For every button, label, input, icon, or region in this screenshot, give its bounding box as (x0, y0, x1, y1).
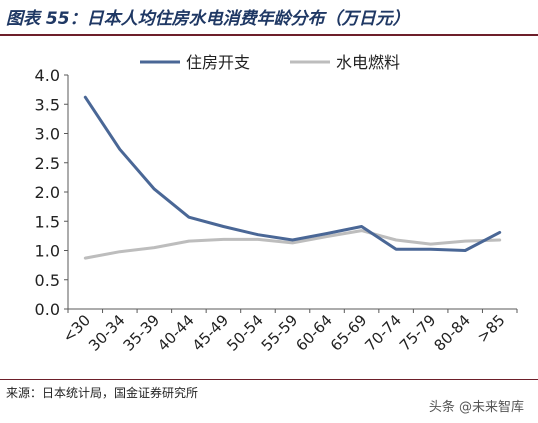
x-tick-label: 60-64 (292, 311, 336, 355)
series-line-housing (83, 95, 502, 252)
source-note: 来源：日本统计局，国金证券研究所 (6, 386, 199, 400)
y-tick-label: 4.0 (35, 66, 60, 85)
x-tick-label: 80-84 (430, 311, 474, 355)
y-tick-label: 0.0 (35, 300, 60, 319)
y-tick-label: 3.0 (35, 125, 60, 144)
x-tick-label: 40-44 (154, 311, 198, 355)
chart-title: 图表 55：日本人均住房水电消费年龄分布（万日元） (6, 9, 410, 29)
source-divider (0, 379, 538, 380)
legend-label-utilities: 水电燃料 (336, 53, 400, 72)
line-chart: 0.00.51.01.52.02.53.03.54.0<3030-3435-39… (35, 53, 518, 355)
series-line-utilities (83, 229, 502, 260)
x-tick-label: 55-59 (258, 311, 302, 355)
y-tick-label: 0.5 (35, 271, 60, 290)
x-tick-label: 65-69 (327, 311, 371, 355)
legend-label-housing: 住房开支 (186, 53, 250, 72)
x-tick-label: 45-49 (189, 311, 233, 355)
y-tick-label: 2.5 (35, 154, 60, 173)
y-tick-label: 2.0 (35, 183, 60, 202)
x-tick-label: 75-79 (396, 311, 440, 355)
x-tick-label: 50-54 (223, 311, 267, 355)
y-tick-label: 1.0 (35, 242, 60, 261)
x-tick-label: 30-34 (85, 311, 129, 355)
watermark: 头条 @未来智库 (428, 400, 524, 415)
title-divider (0, 34, 538, 36)
x-tick-label: 70-74 (361, 311, 405, 355)
y-tick-label: 1.5 (35, 212, 60, 231)
x-tick-label: >85 (473, 311, 508, 346)
x-tick-label: 35-39 (120, 311, 164, 355)
y-tick-label: 3.5 (35, 95, 60, 114)
